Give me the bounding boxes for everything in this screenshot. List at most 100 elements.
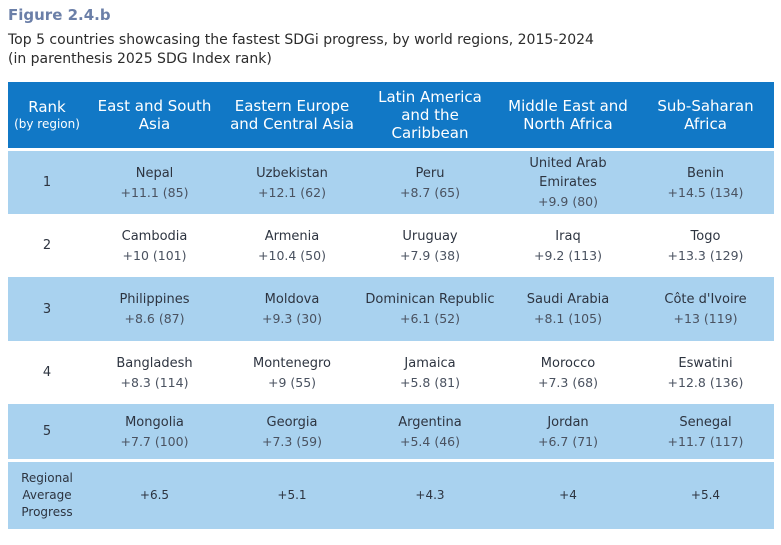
rank-cell: 4 bbox=[8, 342, 86, 404]
figure-subtitle: Top 5 countries showcasing the fastest S… bbox=[8, 31, 594, 69]
progress-score: +5.8 (81) bbox=[400, 374, 460, 390]
country-cell: Mongolia +7.7 (100) bbox=[86, 402, 223, 462]
header-region: Sub-Saharan Africa bbox=[637, 82, 774, 151]
country-name: Uruguay bbox=[402, 228, 458, 244]
country-cell: Armenia +10.4 (50) bbox=[223, 215, 361, 277]
country-name: Senegal bbox=[679, 414, 732, 430]
country-name: Armenia bbox=[264, 228, 320, 244]
country-cell: Senegal +11.7 (117) bbox=[637, 402, 774, 462]
header-region: Middle East and North Africa bbox=[499, 82, 637, 151]
progress-score: +12.1 (62) bbox=[258, 184, 326, 200]
progress-score: +10 (101) bbox=[122, 247, 187, 263]
country-cell: Nepal +11.1 (85) bbox=[86, 149, 223, 217]
country-name: Philippines bbox=[119, 292, 190, 307]
country-cell: Uruguay +7.9 (38) bbox=[361, 215, 499, 277]
regional-average-value: +6.5 bbox=[86, 460, 223, 532]
progress-score: +8.6 (87) bbox=[124, 311, 185, 326]
header-rank-label: Rank bbox=[28, 98, 66, 116]
country-name: Dominican Republic bbox=[365, 292, 495, 307]
table-row: 2 Cambodia +10 (101) Armenia +10.4 (50) Urugu… bbox=[8, 215, 774, 277]
country-cell: Jamaica +5.8 (81) bbox=[361, 342, 499, 404]
country-name: Morocco bbox=[540, 355, 596, 371]
progress-score: +7.3 (59) bbox=[262, 433, 322, 449]
header-rank: Rank (by region) bbox=[8, 82, 86, 151]
progress-score: +11.1 (85) bbox=[120, 184, 189, 200]
country-name: Argentina bbox=[398, 414, 462, 430]
header-region: East and South Asia bbox=[86, 82, 223, 151]
progress-table: Rank (by region) East and South Asia Eas… bbox=[8, 82, 774, 532]
table-header-row: Rank (by region) East and South Asia Eas… bbox=[8, 82, 774, 151]
progress-score: +6.7 (71) bbox=[538, 433, 598, 449]
regional-average-label: Regional Average Progress bbox=[8, 460, 86, 532]
progress-score: +10.4 (50) bbox=[258, 247, 326, 263]
country-cell: Togo +13.3 (129) bbox=[637, 215, 774, 277]
progress-score: +8.7 (65) bbox=[400, 184, 460, 200]
country-name: Cambodia bbox=[121, 228, 188, 244]
country-cell: Dominican Republic +6.1 (52) bbox=[361, 275, 499, 344]
progress-score: +12.8 (136) bbox=[667, 374, 744, 390]
progress-score: +14.5 (134) bbox=[667, 184, 744, 200]
country-name: Bangladesh bbox=[116, 355, 193, 371]
progress-score: +7.7 (100) bbox=[120, 433, 189, 449]
country-cell: Bangladesh +8.3 (114) bbox=[86, 342, 223, 404]
table-row: 5 Mongolia +7.7 (100) Georgia +7.3 (59) Argen… bbox=[8, 402, 774, 462]
country-cell: Morocco +7.3 (68) bbox=[499, 342, 637, 404]
progress-score: +6.1 (52) bbox=[400, 311, 460, 326]
rank-cell: 3 bbox=[8, 275, 86, 344]
country-cell: Cambodia +10 (101) bbox=[86, 215, 223, 277]
rank-cell: 5 bbox=[8, 402, 86, 462]
country-name: Saudi Arabia bbox=[526, 292, 610, 307]
country-name: Mongolia bbox=[125, 414, 184, 430]
country-cell: Côte d'Ivoire +13 (119) bbox=[637, 275, 774, 344]
progress-score: +11.7 (117) bbox=[667, 433, 744, 449]
progress-score: +13.3 (129) bbox=[667, 247, 744, 263]
regional-average-value: +4 bbox=[499, 460, 637, 532]
country-name: Nepal bbox=[135, 165, 174, 181]
progress-score: +5.4 (46) bbox=[400, 433, 460, 449]
country-cell: Montenegro +9 (55) bbox=[223, 342, 361, 404]
country-name: Peru bbox=[415, 165, 445, 181]
country-cell: Peru +8.7 (65) bbox=[361, 149, 499, 217]
country-cell: United Arab Emirates +9.9 (80) bbox=[499, 149, 637, 217]
country-name: Iraq bbox=[555, 228, 581, 244]
progress-score: +8.1 (105) bbox=[534, 311, 602, 326]
country-cell: Georgia +7.3 (59) bbox=[223, 402, 361, 462]
header-rank-sub: (by region) bbox=[14, 117, 80, 131]
header-region: Latin America and the Caribbean bbox=[361, 82, 499, 151]
regional-average-row: Regional Average Progress +6.5 +5.1 +4.3 +4 +… bbox=[8, 460, 774, 532]
country-cell: Benin +14.5 (134) bbox=[637, 149, 774, 217]
country-cell: Iraq +9.2 (113) bbox=[499, 215, 637, 277]
progress-score: +7.9 (38) bbox=[400, 247, 460, 263]
country-cell: Philippines +8.6 (87) bbox=[86, 275, 223, 344]
country-cell: Eswatini +12.8 (136) bbox=[637, 342, 774, 404]
progress-score: +9 (55) bbox=[267, 374, 317, 390]
table-row: 1 Nepal +11.1 (85) Uzbekistan +12.1 (62) Peru… bbox=[8, 149, 774, 217]
country-name: Montenegro bbox=[252, 355, 331, 371]
figure-label: Figure 2.4.b bbox=[8, 6, 111, 24]
progress-score: +9.2 (113) bbox=[534, 247, 602, 263]
rank-cell: 1 bbox=[8, 149, 86, 217]
country-name: Uzbekistan bbox=[256, 165, 328, 181]
country-cell: Uzbekistan +12.1 (62) bbox=[223, 149, 361, 217]
country-name: Togo bbox=[690, 228, 721, 244]
subtitle-line-2: (in parenthesis 2025 SDG Index rank) bbox=[8, 51, 272, 67]
regional-average-value: +5.4 bbox=[637, 460, 774, 532]
country-name: Benin bbox=[686, 165, 724, 181]
country-cell: Jordan +6.7 (71) bbox=[499, 402, 637, 462]
progress-score: +8.3 (114) bbox=[120, 374, 189, 390]
subtitle-line-1: Top 5 countries showcasing the fastest S… bbox=[8, 32, 594, 48]
country-name: Jamaica bbox=[404, 355, 456, 371]
progress-score: +7.3 (68) bbox=[538, 374, 598, 390]
country-cell: Argentina +5.4 (46) bbox=[361, 402, 499, 462]
table-row: 4 Bangladesh +8.3 (114) Montenegro +9 (55) Ja… bbox=[8, 342, 774, 404]
country-name: Eswatini bbox=[678, 355, 733, 371]
country-name: Moldova bbox=[264, 292, 320, 307]
country-name: Jordan bbox=[547, 414, 589, 430]
progress-score: +13 (119) bbox=[673, 311, 738, 326]
country-cell: Saudi Arabia +8.1 (105) bbox=[499, 275, 637, 344]
country-name: United Arab Emirates bbox=[529, 156, 607, 190]
regional-average-value: +5.1 bbox=[223, 460, 361, 532]
country-name: Georgia bbox=[266, 414, 318, 430]
country-cell: Moldova +9.3 (30) bbox=[223, 275, 361, 344]
country-name: Côte d'Ivoire bbox=[664, 292, 747, 307]
